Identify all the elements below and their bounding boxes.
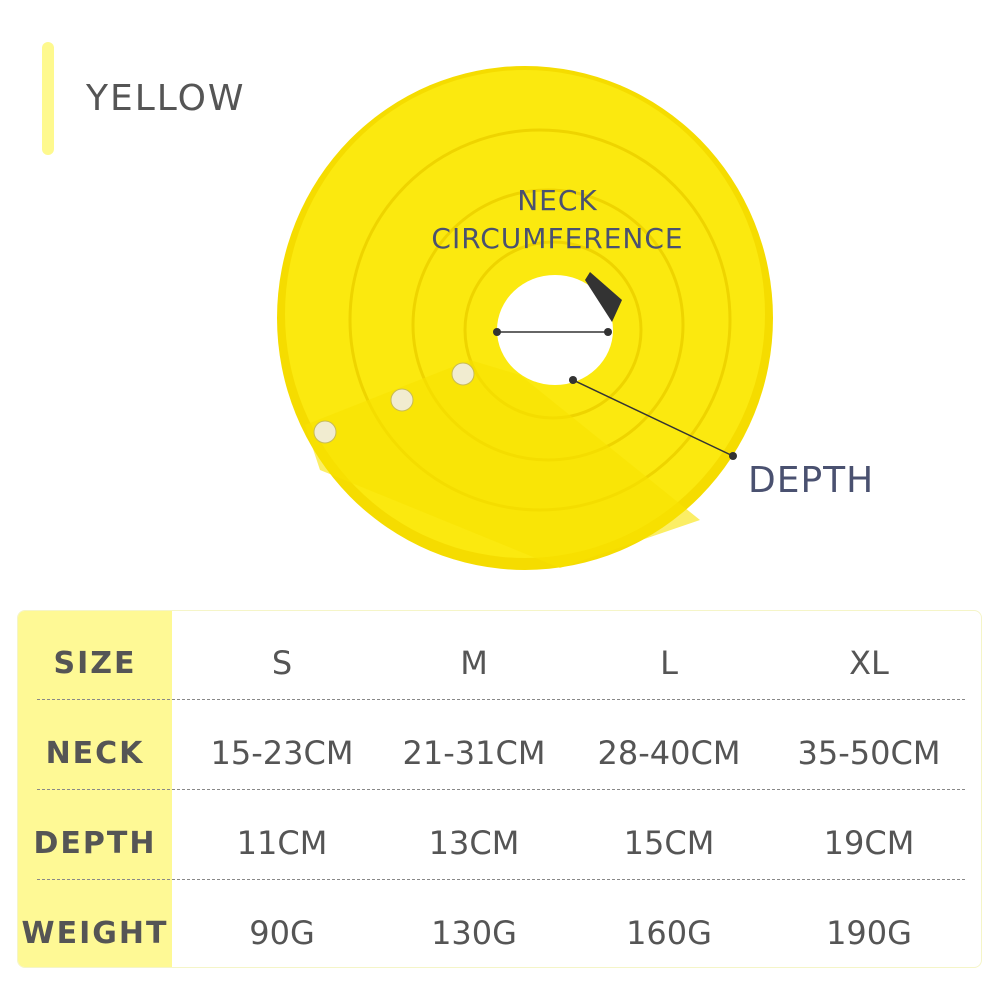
table-cell: 190G bbox=[826, 914, 912, 952]
neck-hole bbox=[497, 275, 613, 385]
table-row-depth: DEPTH 11CM 13CM 15CM 19CM bbox=[18, 798, 981, 888]
table-cell: XL bbox=[849, 644, 889, 682]
depth-label: DEPTH bbox=[748, 460, 875, 501]
row-divider bbox=[37, 879, 965, 880]
row-header: DEPTH bbox=[33, 825, 157, 861]
row-divider bbox=[37, 789, 965, 790]
table-cell: 35-50CM bbox=[797, 734, 941, 772]
neck-circumference-label: NECK CIRCUMFERENCE bbox=[420, 182, 695, 258]
color-title: YELLOW bbox=[86, 78, 246, 119]
snap-button bbox=[390, 388, 414, 412]
table-cell: 15-23CM bbox=[210, 734, 354, 772]
table-cell: M bbox=[460, 644, 488, 682]
snap-button bbox=[313, 420, 337, 444]
table-cell: 15CM bbox=[623, 824, 715, 862]
collar-flap bbox=[305, 360, 700, 568]
row-header: SIZE bbox=[53, 645, 137, 681]
cone-collar-image bbox=[277, 66, 773, 570]
table-cell: 19CM bbox=[823, 824, 915, 862]
table-cell: S bbox=[271, 644, 293, 682]
neck-label-line1: NECK bbox=[517, 184, 598, 217]
table-cell: 21-31CM bbox=[402, 734, 546, 772]
table-row-weight: WEIGHT 90G 130G 160G 190G bbox=[18, 888, 981, 967]
table-row-neck: NECK 15-23CM 21-31CM 28-40CM 35-50CM bbox=[18, 708, 981, 798]
table-cell: 13CM bbox=[428, 824, 520, 862]
row-header: WEIGHT bbox=[21, 915, 169, 951]
size-table: SIZE S M L XL NECK 15-23CM 21-31CM 28-40… bbox=[17, 610, 982, 968]
row-divider bbox=[37, 699, 965, 700]
color-accent-bar bbox=[42, 42, 54, 155]
table-cell: 90G bbox=[249, 914, 315, 952]
table-cell: 160G bbox=[626, 914, 712, 952]
snap-button bbox=[451, 362, 475, 386]
table-cell: 130G bbox=[431, 914, 517, 952]
depth-measure-line bbox=[572, 379, 734, 457]
table-cell: L bbox=[660, 644, 678, 682]
table-cell: 28-40CM bbox=[597, 734, 741, 772]
table-row-size: SIZE S M L XL bbox=[18, 618, 981, 708]
neck-label-line2: CIRCUMFERENCE bbox=[431, 222, 684, 255]
velcro-strap bbox=[585, 272, 622, 322]
row-header: NECK bbox=[45, 735, 145, 771]
table-cell: 11CM bbox=[236, 824, 328, 862]
